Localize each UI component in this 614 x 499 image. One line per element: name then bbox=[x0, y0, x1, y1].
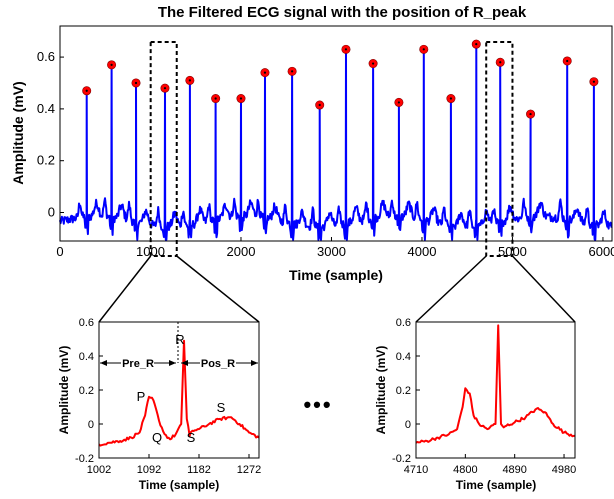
inset-left-y-tick-label: 0.6 bbox=[79, 317, 94, 329]
zoom-box-left bbox=[149, 41, 178, 257]
r-peak-marker-center bbox=[566, 59, 569, 63]
pre-r-label-bg bbox=[121, 356, 154, 369]
inset-right-chart: 4710 4800 4890 4980 -0.2 0 0.2 0.4 0.6 Time (sam… bbox=[374, 317, 576, 492]
r-peak-marker-center bbox=[529, 112, 532, 116]
r-peak-marker-center bbox=[499, 61, 502, 64]
annotation-p: P bbox=[137, 389, 146, 404]
inset-right-x-tick-label: 4710 bbox=[404, 464, 428, 476]
pre-r-arrowhead-left bbox=[100, 360, 107, 366]
r-peak-marker-center bbox=[372, 62, 375, 65]
r-peak-marker-center bbox=[475, 43, 478, 46]
inset-left-chart: 1002 1092 1182 1272 -0.2 0 0.2 0.4 0.6 Time (sam… bbox=[57, 317, 261, 492]
inset-left-y-axis-label: Amplitude (mV) bbox=[57, 346, 71, 435]
inset-left-ecg-signal-line bbox=[98, 339, 260, 447]
r-peak-marker-center bbox=[449, 97, 453, 100]
pos-r-label-bg bbox=[200, 356, 236, 369]
main-x-tick-label: 1000 bbox=[136, 244, 165, 259]
inset-right-x-tick-label: 4800 bbox=[453, 464, 477, 476]
zoom-connector-line bbox=[511, 255, 576, 323]
r-peak-marker-center bbox=[344, 48, 348, 51]
main-x-tick-label: 0 bbox=[56, 244, 63, 259]
pre-r-arrowhead-right bbox=[169, 360, 176, 366]
r-peak-marker-center bbox=[163, 87, 167, 90]
pos-r-label: Pos_R bbox=[201, 358, 235, 370]
inset-left-x-tick-label: 1002 bbox=[87, 464, 111, 476]
main-x-tick-label: 2000 bbox=[227, 244, 256, 259]
inset-right-y-tick-label: 0.6 bbox=[396, 317, 411, 329]
inset-right-y-axis-label: Amplitude (mV) bbox=[374, 346, 388, 435]
r-peak-marker-center bbox=[291, 70, 294, 73]
annotation-s-1: S bbox=[187, 430, 196, 445]
main-x-tick-label: 4000 bbox=[408, 244, 437, 259]
ellipsis: ••• bbox=[303, 392, 332, 417]
inset-left-y-tick-label: 0.4 bbox=[79, 351, 94, 363]
zoom-connectors bbox=[98, 255, 576, 323]
inset-left-x-tick-label: 1272 bbox=[237, 464, 261, 476]
inset-left-y-tick-label: -0.2 bbox=[75, 453, 94, 465]
main-x-axis-label: Time (sample) bbox=[289, 267, 383, 283]
inset-right-y-tick-label: 0.2 bbox=[396, 385, 411, 397]
inset-left-y-tick-label: 0 bbox=[88, 419, 94, 431]
inset-left-y-tick-label: 0.2 bbox=[79, 385, 94, 397]
r-peak-marker-center bbox=[85, 89, 88, 92]
inset-left-x-axis-label: Time (sample) bbox=[139, 478, 219, 492]
annotation-s-2: S bbox=[217, 400, 226, 415]
inset-left-x-tick-label: 1092 bbox=[137, 464, 161, 476]
r-peak-marker-center bbox=[188, 79, 191, 82]
pre-r-label: Pre_R bbox=[122, 358, 154, 370]
main-ecg-signal-line bbox=[59, 43, 613, 241]
main-y-tick-label: 0 bbox=[48, 205, 55, 220]
r-peak-marker-center bbox=[397, 101, 400, 104]
r-peak-marker-center bbox=[263, 71, 267, 74]
r-peak-marker-center bbox=[134, 81, 138, 85]
zoom-connector-line bbox=[176, 255, 260, 323]
r-peak-marker-center bbox=[592, 80, 596, 83]
zoom-box-right bbox=[485, 41, 514, 257]
zoom-connector-line bbox=[98, 255, 152, 323]
inset-right-y-tick-label: -0.2 bbox=[392, 453, 411, 465]
inset-left-x-tick-label: 1182 bbox=[187, 464, 211, 476]
main-chart: 0 1000 2000 3000 4000 5000 6000 0 0.2 0.4 0.6 Time… bbox=[10, 25, 614, 283]
main-y-tick-label: 0.2 bbox=[37, 153, 55, 168]
inset-right-x-tick-label: 4890 bbox=[502, 464, 526, 476]
zoom-connector-line bbox=[415, 255, 487, 323]
main-y-axis-label: Amplitude (mV) bbox=[10, 81, 26, 184]
r-peak-marker-center bbox=[239, 97, 243, 100]
inset-right-ecg-signal-line bbox=[415, 324, 575, 444]
main-x-tick-label: 5000 bbox=[498, 244, 527, 259]
main-x-tick-label: 6000 bbox=[588, 244, 614, 259]
annotation-r: R bbox=[175, 332, 184, 347]
pos-r-arrowhead-left bbox=[181, 360, 188, 366]
inset-right-y-tick-label: 0 bbox=[405, 419, 411, 431]
inset-right-x-tick-label: 4980 bbox=[552, 464, 576, 476]
main-y-tick-label: 0.6 bbox=[37, 49, 55, 64]
main-y-tick-label: 0.4 bbox=[37, 101, 55, 116]
main-chart-frame bbox=[59, 25, 613, 242]
r-peak-marker-center bbox=[110, 63, 113, 66]
r-peak-marker-center bbox=[214, 97, 217, 100]
pos-r-arrowhead-right bbox=[251, 360, 258, 366]
annotation-q: Q bbox=[152, 430, 162, 445]
r-peak-marker-center bbox=[422, 48, 425, 51]
inset-right-x-axis-label: Time (sample) bbox=[456, 478, 536, 492]
main-x-tick-label: 3000 bbox=[317, 244, 346, 259]
main-chart-title: The Filtered ECG signal with the positio… bbox=[158, 4, 527, 21]
inset-right-y-tick-label: 0.4 bbox=[396, 351, 411, 363]
r-peak-marker-center bbox=[318, 103, 321, 107]
